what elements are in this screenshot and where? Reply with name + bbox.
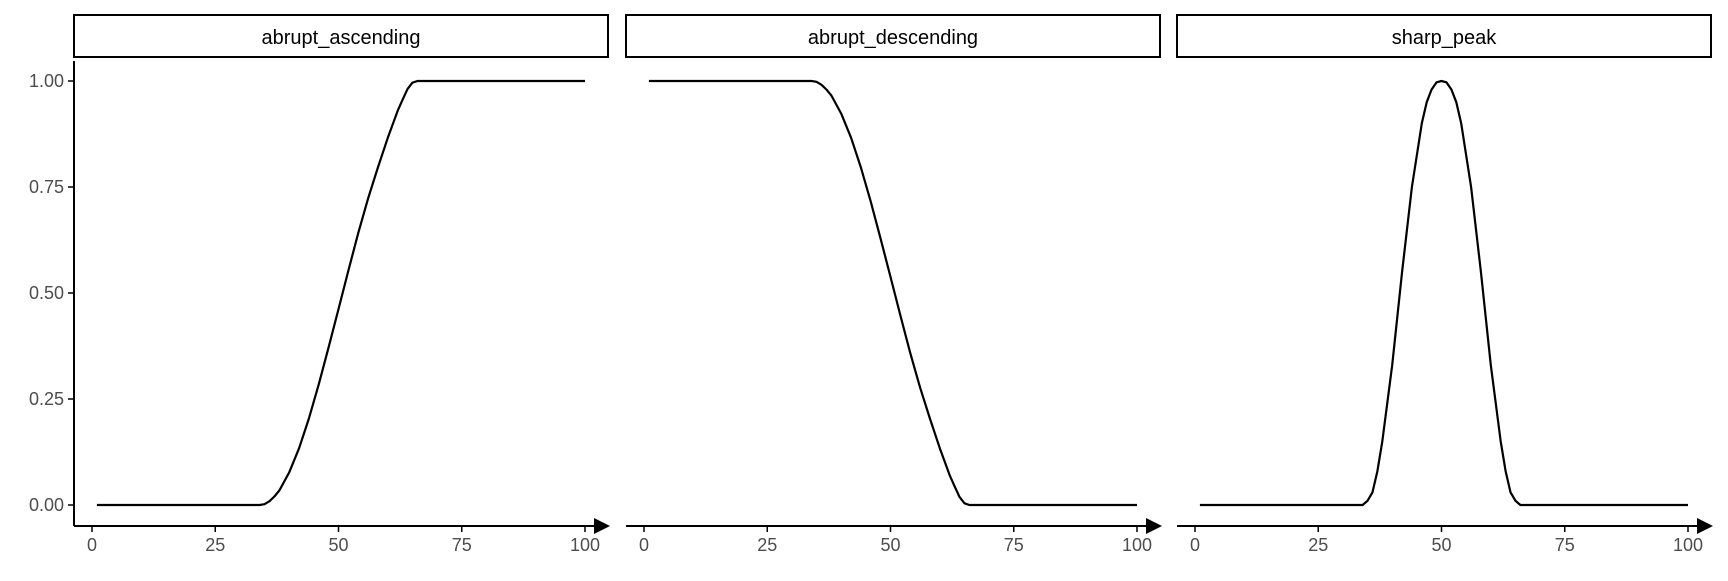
- x-tick-label-2-50: 50: [880, 535, 900, 555]
- x-tick-label-1-100: 100: [570, 535, 600, 555]
- y-tick-label-3: 0.75: [29, 177, 64, 197]
- x-axis-arrow-2: [1146, 518, 1162, 534]
- x-tick-label-1-50: 50: [328, 535, 348, 555]
- x-tick-label-1-0: 0: [87, 535, 97, 555]
- x-tick-label-3-75: 75: [1555, 535, 1575, 555]
- x-axis-arrow-1: [594, 518, 610, 534]
- y-tick-label-0: 0.00: [29, 495, 64, 515]
- x-tick-label-3-50: 50: [1431, 535, 1451, 555]
- x-tick-label-2-100: 100: [1122, 535, 1152, 555]
- x-tick-label-2-0: 0: [639, 535, 649, 555]
- x-tick-label-2-75: 75: [1004, 535, 1024, 555]
- y-tick-label-2: 0.50: [29, 283, 64, 303]
- facet-title-2: abrupt_descending: [808, 27, 978, 49]
- series-line-abrupt_descending: [648, 79, 1137, 507]
- series-line-sharp_peak: [1199, 79, 1688, 507]
- x-tick-label-1-75: 75: [452, 535, 472, 555]
- series-line-abrupt_ascending: [96, 79, 585, 507]
- x-tick-label-2-25: 25: [757, 535, 777, 555]
- x-tick-label-3-0: 0: [1190, 535, 1200, 555]
- facet-title-1: abrupt_ascending: [261, 27, 420, 49]
- x-tick-label-1-25: 25: [205, 535, 225, 555]
- facet-strip-1: [73, 14, 609, 58]
- x-tick-label-3-25: 25: [1308, 535, 1328, 555]
- y-tick-label-4: 1.00: [29, 71, 64, 91]
- x-axis-arrow-3: [1697, 518, 1713, 534]
- facet-title-3: sharp_peak: [1392, 27, 1498, 49]
- y-tick-label-1: 0.25: [29, 389, 64, 409]
- x-tick-label-3-100: 100: [1673, 535, 1703, 555]
- facet-strip-2: [625, 14, 1161, 58]
- facet-strip-3: [1176, 14, 1712, 58]
